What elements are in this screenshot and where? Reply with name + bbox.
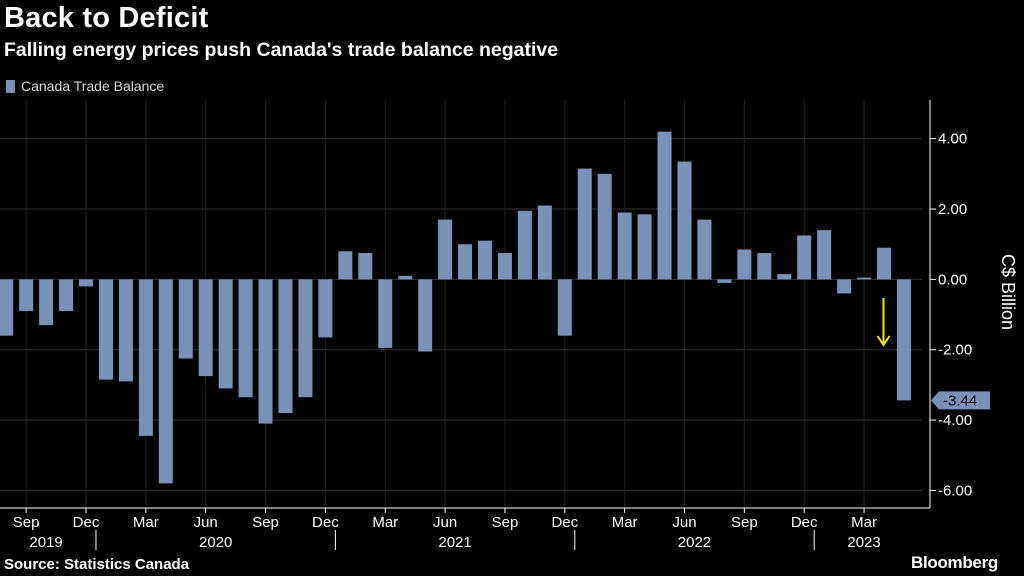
x-tick-label: Sep bbox=[731, 514, 758, 531]
brand-logo: Bloomberg bbox=[910, 553, 998, 572]
x-tick-label: Jun bbox=[433, 514, 457, 531]
bar bbox=[218, 279, 233, 389]
y-axis-title: C$ Billion bbox=[998, 254, 1018, 330]
x-tick-label: Mar bbox=[851, 514, 877, 531]
bar bbox=[478, 240, 492, 280]
y-tick-label: 4.00 bbox=[938, 131, 967, 148]
callout-box bbox=[931, 391, 990, 410]
source-note: Source: Statistics Canada bbox=[4, 556, 190, 573]
bar bbox=[278, 279, 293, 414]
bar bbox=[637, 214, 652, 280]
bar bbox=[258, 279, 273, 424]
year-label: 2022 bbox=[678, 534, 711, 551]
y-tick-label: 0.00 bbox=[938, 271, 967, 288]
bar bbox=[497, 253, 512, 280]
legend-label: Canada Trade Balance bbox=[21, 78, 165, 94]
grid-lines bbox=[0, 100, 922, 508]
chart-title: Back to Deficit bbox=[4, 2, 209, 34]
y-tick-label: -4.00 bbox=[938, 412, 972, 429]
bar bbox=[537, 205, 552, 280]
last-value-callout: -3.44 bbox=[931, 391, 990, 410]
bar bbox=[817, 230, 832, 280]
bar bbox=[577, 168, 592, 280]
bar bbox=[338, 251, 353, 280]
chart-subtitle: Falling energy prices push Canada's trad… bbox=[4, 39, 559, 61]
tick-labels: 4.00 2.00 0.00 -2.00 -4.00 -6.00 Sep Dec Mar Jun S… bbox=[13, 131, 1018, 551]
bar bbox=[597, 173, 612, 280]
y-tick-label: 2.00 bbox=[938, 201, 967, 218]
bar bbox=[557, 279, 572, 336]
bar bbox=[418, 279, 433, 352]
annotation-arrow-head bbox=[876, 335, 891, 347]
bar bbox=[837, 279, 852, 294]
bar bbox=[118, 279, 133, 382]
bar bbox=[39, 279, 54, 326]
x-tick-label: Mar bbox=[372, 514, 398, 531]
bar bbox=[79, 279, 93, 287]
y-tick-label: -2.00 bbox=[938, 342, 972, 359]
bar bbox=[777, 274, 792, 280]
bar bbox=[877, 247, 891, 280]
bar bbox=[358, 253, 373, 280]
bar bbox=[98, 279, 113, 380]
bar bbox=[19, 279, 34, 312]
bar bbox=[0, 279, 14, 336]
bar bbox=[797, 235, 812, 280]
bar bbox=[517, 210, 532, 280]
bar bbox=[298, 279, 313, 398]
bar bbox=[398, 275, 413, 280]
x-tick-label: Sep bbox=[13, 514, 40, 531]
legend-swatch bbox=[6, 79, 15, 93]
callout-value: -3.44 bbox=[943, 392, 977, 409]
bar bbox=[458, 244, 473, 280]
x-tick-label: Mar bbox=[612, 514, 638, 531]
bar bbox=[59, 279, 74, 312]
bar bbox=[697, 219, 712, 280]
x-tick-label: Dec bbox=[551, 514, 578, 531]
x-tick-label: Sep bbox=[492, 514, 519, 531]
bar bbox=[677, 161, 692, 280]
bar bbox=[717, 279, 732, 283]
x-tick-label: Mar bbox=[133, 514, 159, 531]
axes bbox=[0, 100, 936, 550]
bar bbox=[857, 277, 872, 280]
x-tick-label: Dec bbox=[312, 514, 339, 531]
x-tick-label: Dec bbox=[73, 514, 100, 531]
y-tick-label: -6.00 bbox=[938, 482, 972, 499]
year-label: 2023 bbox=[847, 534, 880, 551]
bar bbox=[238, 279, 253, 398]
bar bbox=[198, 279, 213, 377]
x-tick-label: Jun bbox=[194, 514, 218, 531]
bar bbox=[158, 279, 173, 484]
year-label: 2021 bbox=[438, 534, 471, 551]
x-tick-label: Jun bbox=[672, 514, 696, 531]
bar bbox=[896, 279, 911, 401]
bar bbox=[178, 279, 193, 359]
year-label: 2019 bbox=[29, 534, 62, 551]
legend: Canada Trade Balance bbox=[6, 78, 164, 94]
x-tick-label: Sep bbox=[252, 514, 279, 531]
bar bbox=[617, 212, 632, 280]
bar bbox=[378, 279, 393, 348]
bar bbox=[318, 279, 333, 338]
bar bbox=[657, 131, 672, 280]
bars bbox=[0, 131, 911, 484]
x-tick-label: Dec bbox=[791, 514, 818, 531]
bar bbox=[438, 219, 453, 280]
bar bbox=[757, 253, 772, 280]
bar bbox=[138, 279, 153, 436]
bar bbox=[737, 249, 752, 280]
year-label: 2020 bbox=[199, 534, 232, 551]
